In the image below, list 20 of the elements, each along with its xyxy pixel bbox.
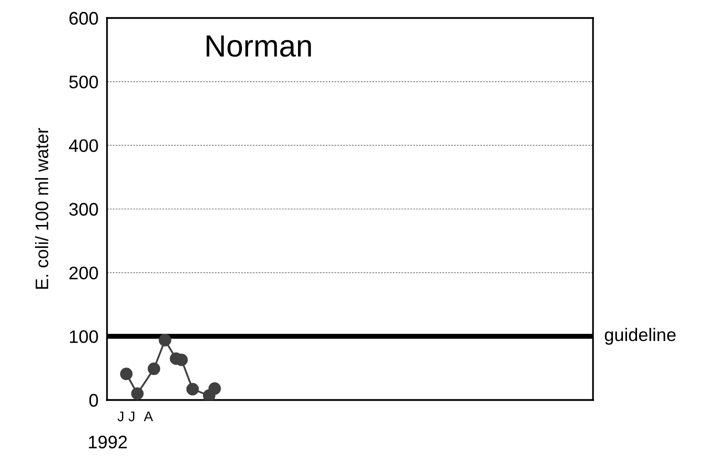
- point: [148, 362, 160, 376]
- point: [208, 382, 221, 395]
- x-tick-label: J: [118, 412, 124, 422]
- y-tick-label: 400: [68, 139, 98, 152]
- ref-line-label: guideline: [604, 328, 676, 345]
- chart-title: Norman: [206, 35, 311, 57]
- x-tick-label: J: [128, 412, 134, 422]
- y-axis-title: E. coli/ 100 ml water: [35, 128, 48, 289]
- y-tick-label: 100: [70, 330, 98, 344]
- x-tick-label: A: [144, 412, 154, 422]
- y-tick-label: 600: [69, 12, 98, 25]
- y-tick-label: 500: [69, 76, 98, 88]
- y-tick-label: 0: [89, 394, 98, 407]
- point: [186, 382, 199, 396]
- point: [131, 387, 144, 400]
- x-axis-title: 1992: [88, 436, 127, 448]
- point: [120, 368, 133, 380]
- y-tick-label: 300: [69, 202, 98, 216]
- point: [158, 334, 172, 346]
- y-tick-label: 200: [69, 266, 98, 280]
